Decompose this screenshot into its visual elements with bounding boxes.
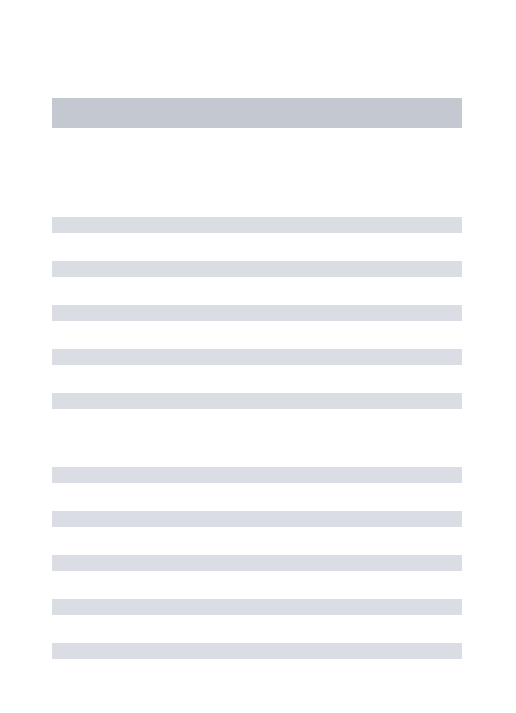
skeleton-line xyxy=(52,393,462,409)
skeleton-line xyxy=(52,643,462,659)
skeleton-header-bar xyxy=(52,98,462,128)
skeleton-line xyxy=(52,467,462,483)
skeleton-line xyxy=(52,599,462,615)
skeleton-line xyxy=(52,349,462,365)
skeleton-line xyxy=(52,261,462,277)
skeleton-line xyxy=(52,511,462,527)
skeleton-line xyxy=(52,305,462,321)
skeleton-line xyxy=(52,217,462,233)
skeleton-line xyxy=(52,555,462,571)
